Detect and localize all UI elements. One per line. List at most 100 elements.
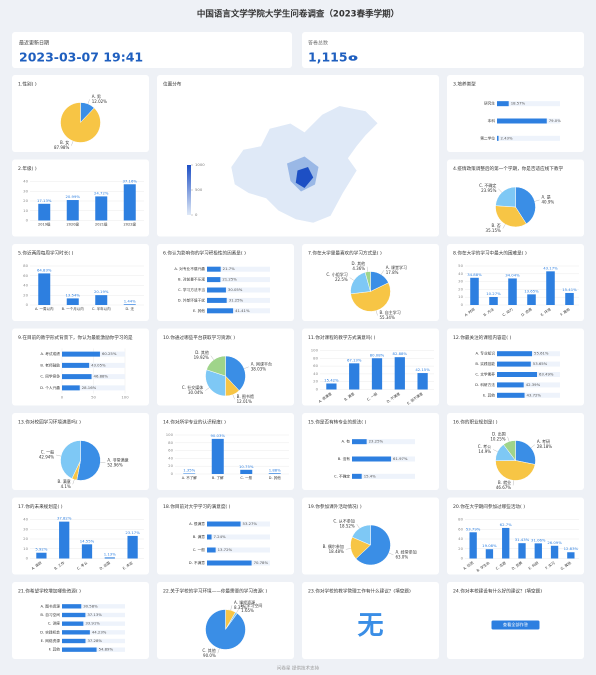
y-tick-label: 10 [458, 294, 463, 299]
bar [62, 604, 82, 609]
x-tick-label: F. 其他 [559, 306, 571, 317]
value-label: 12.02% [92, 99, 107, 104]
bar [123, 304, 136, 305]
y-tick-label: F. 其他 [49, 647, 61, 652]
x-tick-label: A. 时间 [463, 306, 476, 317]
bar [207, 297, 227, 303]
button-bg [491, 620, 540, 630]
value-label: 79.0% [549, 118, 561, 123]
bar [534, 543, 542, 559]
value-label: 63.0% [395, 554, 408, 559]
bar [207, 547, 216, 553]
slice-label: C. 从不参加 [333, 518, 354, 524]
y-tick-label: 30 [23, 188, 28, 193]
view-all-button[interactable]: 查看全部作答 [491, 620, 540, 630]
y-tick-label: 80 [168, 440, 173, 445]
bar-track [207, 287, 270, 293]
bar-track [207, 277, 270, 283]
value-label: 31.06% [531, 537, 546, 542]
slice-label: A. 网课平台 [251, 360, 272, 366]
chart-title: 14.你对所学专业的认识程度( ) [163, 419, 226, 426]
chart-title: 23.你对学校的教学管理工作有什么建议？(填空题) [308, 588, 411, 595]
stat-value: 1,115 [308, 50, 348, 65]
bar [497, 351, 533, 357]
panel-bg [157, 413, 294, 490]
y-tick-label: E. 其他 [483, 392, 495, 397]
footer: 问卷星 提供技术支持 [277, 665, 319, 672]
bar [62, 385, 80, 391]
leader-line [388, 552, 394, 556]
bar [207, 277, 221, 283]
value-label: 37.13% [87, 612, 102, 617]
value-label: 1.44% [124, 298, 136, 303]
pie-slice [60, 102, 101, 143]
slice-label: B. 偶尔参加 [323, 543, 344, 549]
y-tick-label: 20 [23, 292, 28, 297]
bar [502, 527, 510, 559]
leader-line [507, 436, 510, 442]
legend-scale [187, 165, 191, 215]
value-label: 70.78% [254, 560, 269, 565]
y-tick-label: 60 [458, 526, 463, 531]
bar [518, 543, 526, 559]
y-tick-label: 30 [458, 279, 463, 284]
value-label: 43.05% [91, 362, 106, 367]
bar [489, 296, 498, 305]
value-label: 12.83% [564, 546, 579, 551]
y-tick-label: 研究生 [484, 101, 495, 106]
chart-title: 8.你在大学的学习中最大的困难是( ) [453, 250, 527, 257]
bar-track [497, 101, 560, 107]
eye-icon [348, 55, 358, 61]
chart-panel: 23.你对学校的教学管理工作有什么建议？(填空题) 无 [302, 582, 439, 659]
value-label: 14.55% [80, 538, 95, 543]
y-tick-label: A. 图书资源 [40, 603, 60, 608]
y-tick-label: 0 [26, 302, 29, 307]
value-label: 18.57% [511, 101, 526, 106]
chart-panel: 21.你希望学校增加哪些资源( ) A. 图书资源 30.58% B. 自习空间 37.… [12, 582, 149, 659]
bar [62, 612, 86, 618]
pie-slice [225, 355, 246, 391]
value-label: 43.72% [527, 392, 542, 397]
bar [550, 545, 559, 559]
value-label: 19.08% [482, 543, 497, 548]
chart-title: 2.年级( ) [18, 165, 37, 172]
stat-card [302, 32, 584, 68]
leader-line [345, 548, 351, 550]
pie-slice [495, 460, 536, 481]
value-label: 33.91% [85, 621, 100, 626]
bar-track [207, 547, 270, 553]
bar-track [62, 385, 125, 391]
leader-line [502, 224, 506, 229]
value-label: 15.42% [324, 377, 339, 382]
panel-bg [447, 75, 584, 152]
slice-label: B. 就业 [498, 479, 511, 485]
value-label: 42.94% [39, 455, 54, 460]
bar-track [207, 534, 270, 540]
y-tick-label: 20 [458, 546, 463, 551]
slice-label: A. 经常参加 [395, 548, 416, 554]
leader-line [230, 605, 233, 611]
bar [123, 184, 136, 221]
x-tick-label: C. 半年以内 [92, 306, 111, 311]
pie-slice [515, 440, 536, 465]
y-tick-label: D. 外部环境干扰 [178, 297, 206, 302]
chart-title: 15.你是否有转专业的想法( ) [308, 419, 366, 426]
chart-title: 5.你近两周每周学习时长( ) [18, 250, 74, 257]
value-label: 4.36% [352, 266, 365, 271]
bar [497, 101, 509, 107]
value-label: 18.48% [329, 549, 344, 554]
bar [567, 552, 575, 559]
bar-track [352, 473, 415, 479]
value-label: 1.35% [183, 467, 195, 472]
leader-line [87, 99, 90, 104]
bar [62, 630, 90, 635]
value-label: 13.72% [218, 547, 233, 552]
chart-title: 7.你在大学里最喜欢的学习方式是( ) [308, 250, 382, 257]
leader-line [349, 277, 354, 281]
bar [127, 535, 138, 559]
bar-track [497, 382, 560, 388]
value-label: 14.9% [478, 449, 491, 454]
chart-title: 6.你认为影响你的学习积极性的因素是( ) [163, 250, 246, 257]
